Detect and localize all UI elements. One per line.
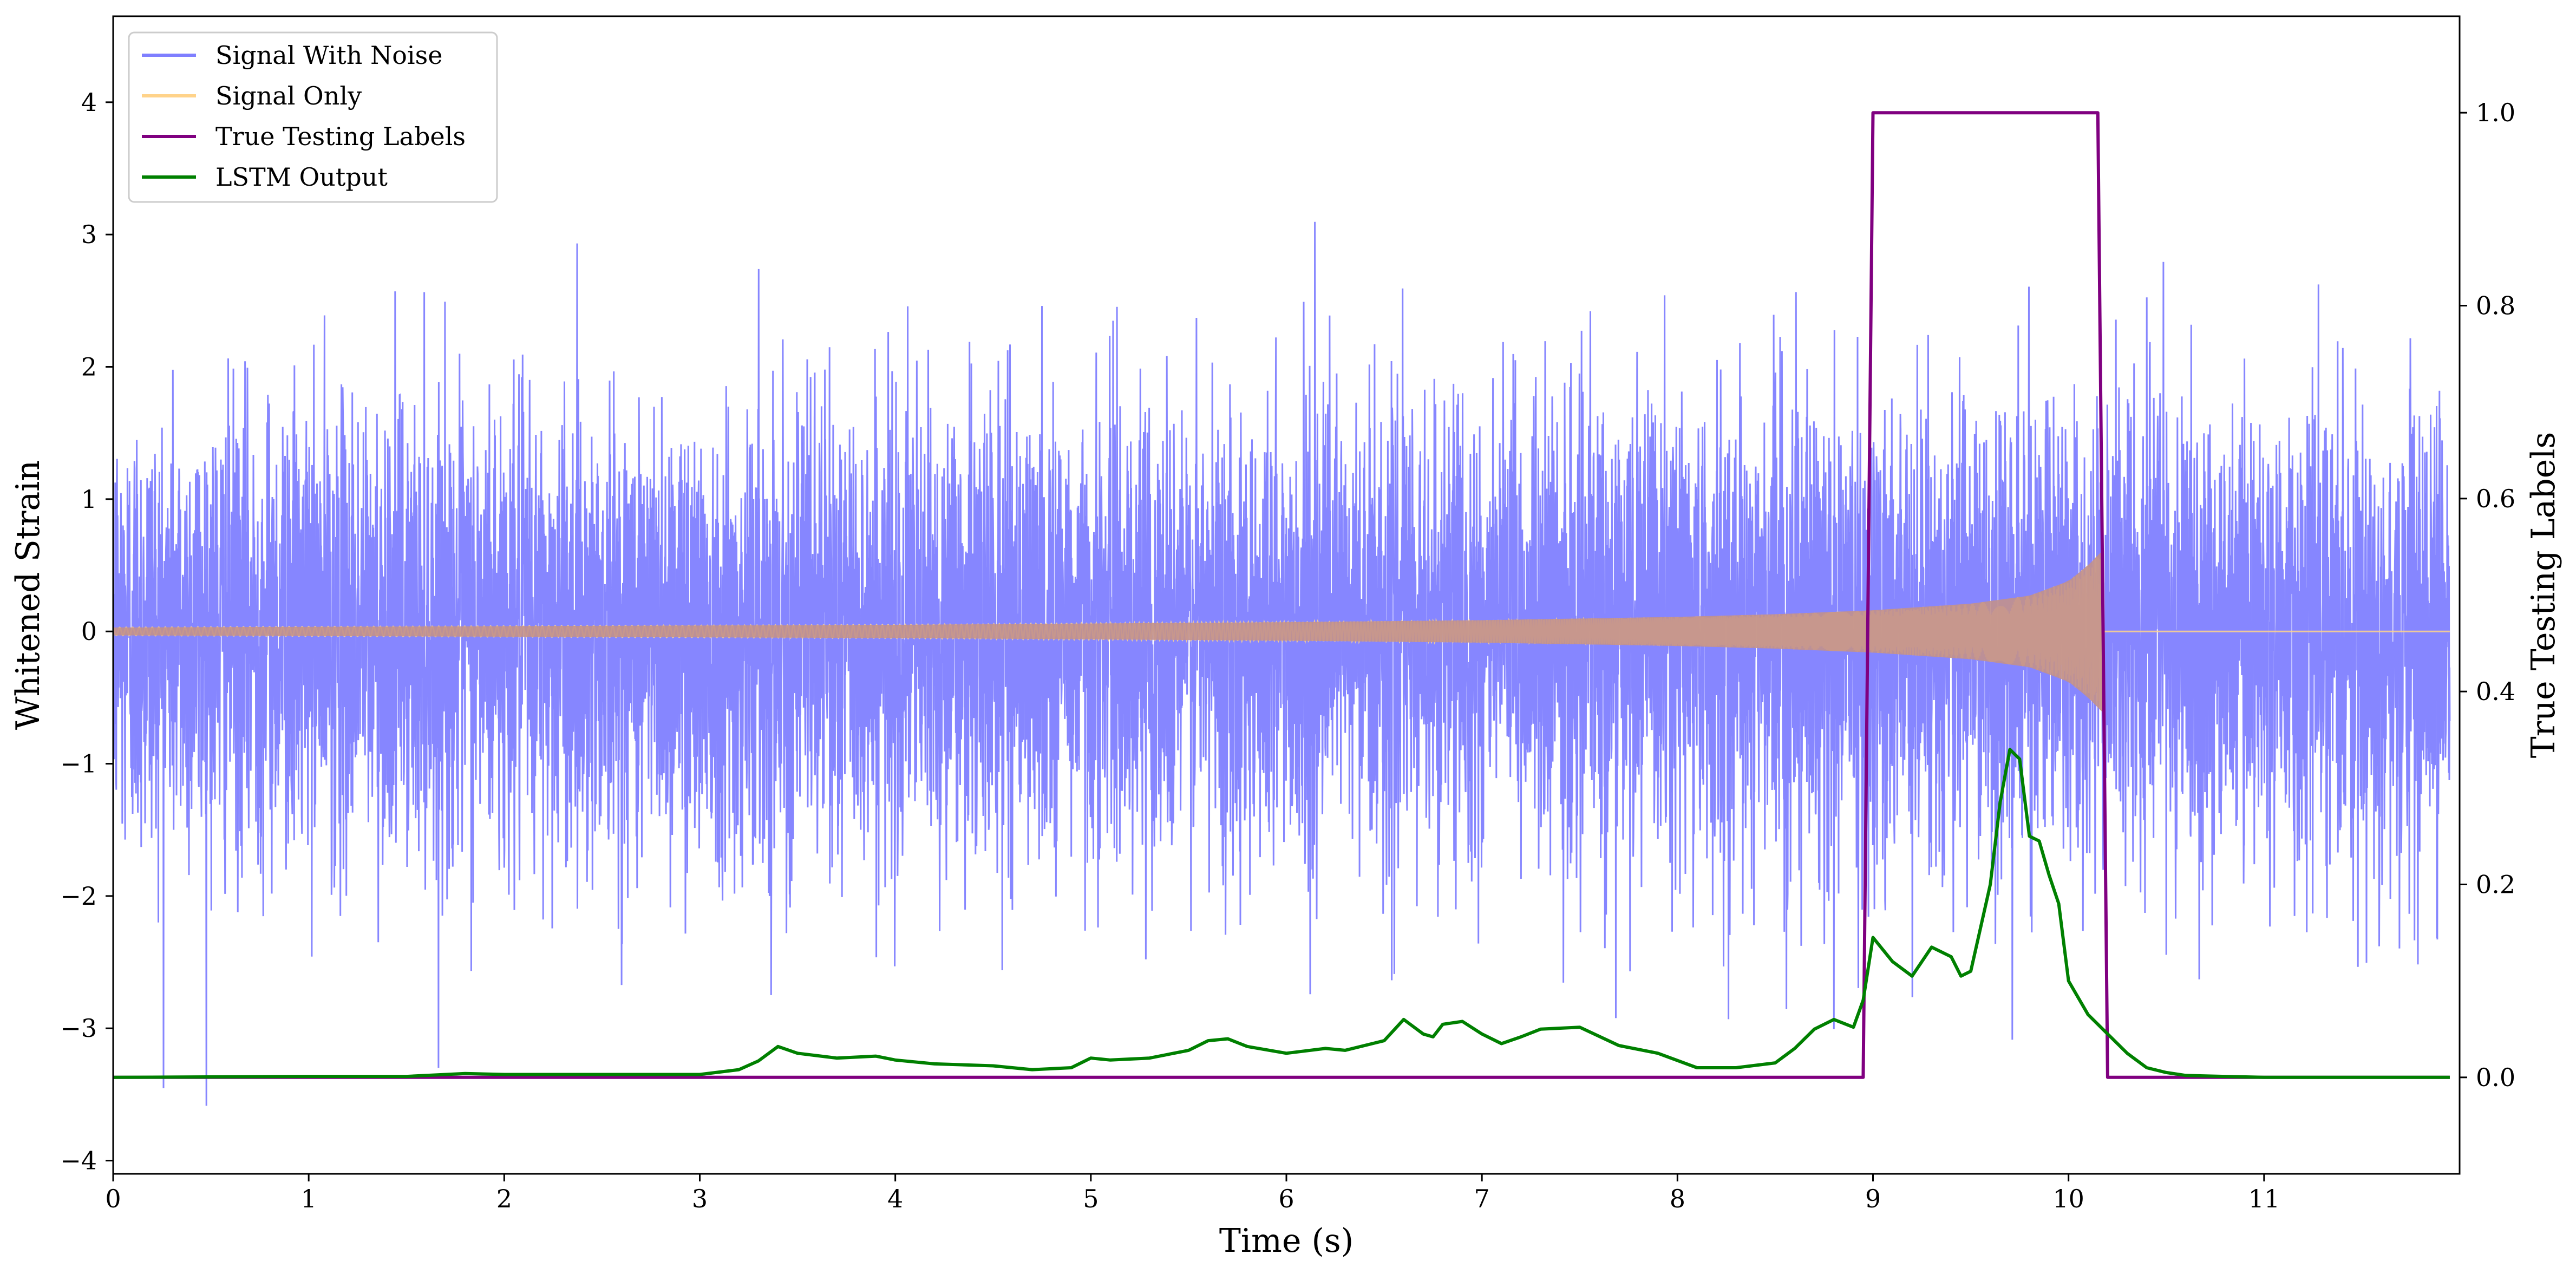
legend-label-true-testing-labels: True Testing Labels: [215, 122, 466, 151]
y-left-tick-label: 1: [81, 485, 97, 514]
x-axis-label: Time (s): [1219, 1222, 1354, 1260]
x-tick-label: 3: [692, 1184, 708, 1213]
x-tick-label: 4: [887, 1184, 903, 1213]
legend-label-signal-only: Signal Only: [215, 81, 362, 110]
y-left-tick-label: −4: [60, 1146, 97, 1175]
series-lstm-output: [113, 748, 2450, 1079]
x-tick-label: 6: [1278, 1184, 1294, 1213]
y-left-tick-label: −3: [60, 1014, 97, 1043]
x-tick-label: 5: [1083, 1184, 1099, 1213]
y-axis-right-label: True Testing Labels: [2525, 432, 2562, 759]
legend-box: [128, 31, 498, 203]
y-axis-left-label: Whitened Strain: [9, 460, 47, 730]
series-layer: [113, 111, 2451, 1106]
legend-label-lstm-output: LSTM Output: [215, 162, 388, 192]
y-right-tick-label: 0.8: [2476, 291, 2515, 321]
y-right-tick-label: 0.4: [2476, 677, 2515, 706]
y-axis-right: 0.0 0.2 0.4 0.6 0.8 1.0: [2460, 98, 2515, 1092]
y-left-tick-label: 2: [81, 352, 97, 382]
y-left-tick-label: 4: [81, 88, 97, 117]
y-right-tick-label: 0.2: [2476, 870, 2515, 899]
series-signal-with-noise: [113, 221, 2451, 1106]
x-tick-label: 8: [1670, 1184, 1685, 1213]
x-tick-label: 0: [105, 1184, 121, 1213]
y-left-tick-label: −2: [60, 881, 97, 911]
y-axis-left: −4 −3 −2 −1 0 1 2 3 4: [60, 88, 113, 1175]
x-tick-label: 1: [301, 1184, 317, 1213]
y-right-tick-label: 1.0: [2476, 98, 2515, 127]
legend-label-signal-with-noise: Signal With Noise: [215, 41, 442, 70]
y-left-tick-label: 0: [81, 617, 97, 646]
y-left-tick-label: 3: [81, 220, 97, 249]
legend: Signal With Noise Signal Only True Testi…: [128, 31, 498, 203]
x-tick-label: 11: [2248, 1184, 2280, 1213]
y-left-tick-label: −1: [60, 749, 97, 779]
x-tick-label: 10: [2052, 1184, 2084, 1213]
series-true-testing-labels: [113, 111, 2450, 1079]
x-tick-label: 2: [496, 1184, 512, 1213]
series-signal-only-envelope: [113, 549, 2104, 714]
x-tick-label: 7: [1474, 1184, 1490, 1213]
x-axis: 0 1 2 3 4 5 6 7 8 9 10 11: [105, 1174, 2280, 1213]
x-tick-label: 9: [1865, 1184, 1881, 1213]
y-right-tick-label: 0.6: [2476, 484, 2515, 513]
y-right-tick-label: 0.0: [2476, 1063, 2515, 1092]
